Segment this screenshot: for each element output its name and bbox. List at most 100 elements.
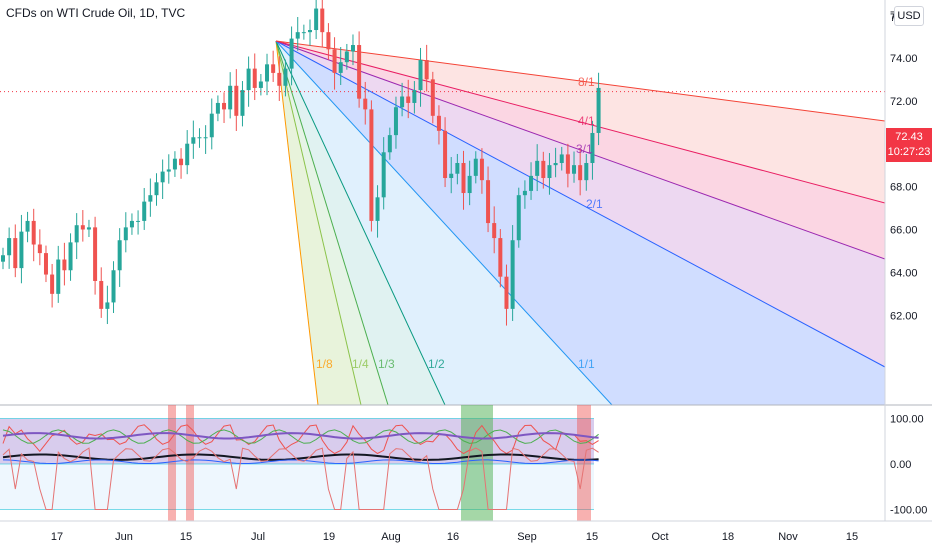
fan-fill-layer (276, 41, 885, 405)
price-tick-label: 68.00 (890, 182, 918, 194)
candle (418, 47, 423, 107)
candle (559, 146, 564, 171)
candle-body (320, 8, 325, 33)
candle-body (516, 195, 521, 241)
candle (393, 96, 398, 149)
candle (332, 37, 337, 90)
candle (436, 105, 441, 145)
candle (430, 71, 435, 124)
candle-body (565, 154, 570, 174)
candle (105, 285, 110, 325)
currency-button[interactable]: USD (894, 6, 924, 26)
candle (160, 159, 165, 200)
candle (142, 187, 147, 230)
candle-body (344, 51, 349, 63)
candle-body (449, 173, 454, 179)
candle (455, 153, 460, 185)
candle (209, 98, 214, 150)
candle-body (283, 68, 288, 86)
time-tick-label: 18 (722, 531, 734, 543)
candle-body (357, 45, 362, 99)
candle-body (37, 244, 42, 254)
candle (99, 267, 104, 318)
candle-body (148, 195, 153, 202)
candle (479, 148, 484, 194)
candle-body (136, 220, 141, 222)
osc-highlight-zone (186, 405, 194, 521)
candle (314, 0, 319, 40)
candle (191, 120, 196, 159)
candle (467, 160, 472, 206)
time-tick-label: Nov (778, 531, 798, 543)
candle (93, 216, 98, 295)
candle (31, 208, 36, 262)
fan-line-4-1 (275, 40, 885, 204)
candle-body (486, 180, 491, 224)
candle-body (326, 32, 331, 50)
candle-body (559, 154, 564, 164)
candle (400, 82, 405, 117)
candle-body (443, 130, 448, 179)
candle-body (215, 102, 220, 114)
candle (246, 56, 251, 107)
candle (553, 147, 558, 178)
time-tick-label: Jul (251, 531, 265, 543)
time-tick-label: 15 (846, 531, 858, 543)
candle (240, 81, 245, 127)
candle (498, 229, 503, 288)
candle (473, 151, 478, 184)
time-tick-label: 19 (323, 531, 335, 543)
candles-layer (1, 0, 601, 326)
candle (596, 72, 601, 146)
candle-body (590, 132, 595, 164)
time-tick-label: Oct (651, 531, 668, 543)
time-tick-label: 15 (586, 531, 598, 543)
osc-series-e (2, 459, 599, 465)
candle (344, 43, 349, 70)
candle (522, 180, 527, 209)
candle (486, 166, 491, 233)
candle-body (553, 163, 558, 166)
osc-series-c (2, 432, 599, 440)
candle-body (197, 137, 202, 139)
candle-body (80, 225, 85, 230)
candle (172, 151, 177, 177)
candle-body (418, 60, 423, 91)
candle-body (455, 163, 460, 174)
candle (406, 79, 411, 119)
candle-body (301, 32, 306, 34)
candle-body (314, 8, 319, 31)
candle (375, 185, 380, 238)
fan-label-8-1: 8/1 (578, 75, 595, 89)
candle (424, 44, 429, 92)
candle (363, 81, 368, 125)
osc-series-f (2, 447, 599, 510)
candle-body (123, 227, 128, 241)
candle-body (350, 45, 355, 52)
candle-body (258, 81, 263, 88)
fan-line-1-2 (275, 40, 446, 405)
candle-body (332, 49, 337, 73)
candle-body (522, 190, 527, 196)
candle-body (172, 158, 177, 170)
candle-body (203, 137, 208, 139)
candle-body (436, 115, 441, 131)
candle (154, 173, 159, 206)
candle (80, 210, 85, 242)
price-tick-label: 72.00 (890, 96, 918, 108)
candle-body (467, 175, 472, 194)
candle-body (154, 182, 159, 196)
time-tick-label: Aug (381, 531, 401, 543)
candle (547, 153, 552, 195)
osc-tick-label: 100.00 (890, 414, 924, 426)
osc-tick-label: 0.00 (890, 459, 911, 471)
candle-body (142, 201, 147, 221)
fan-label-3-1: 3/1 (576, 142, 593, 156)
candle-body (117, 240, 122, 271)
fan-line-1-8 (275, 40, 319, 405)
candle-body (271, 64, 276, 73)
candle (252, 53, 257, 101)
candle (123, 212, 128, 253)
fan-label-1-1: 1/1 (578, 357, 595, 371)
